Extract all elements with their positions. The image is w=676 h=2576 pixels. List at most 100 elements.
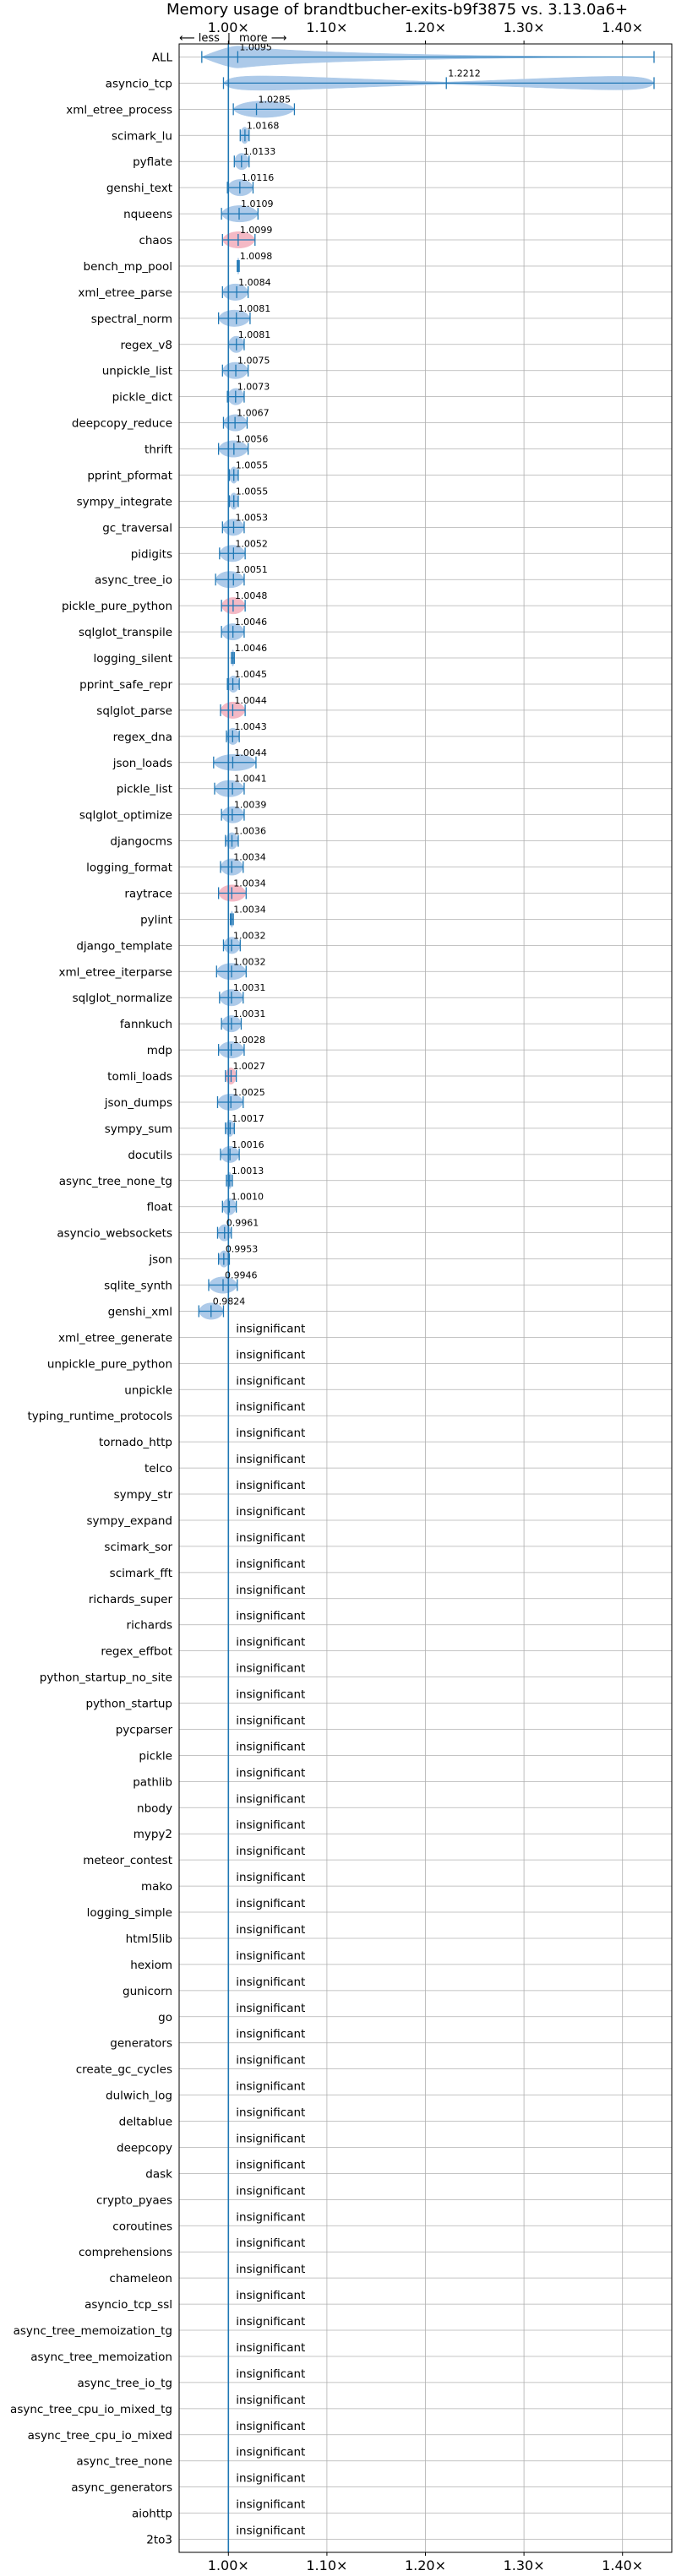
value-label-logging-format: 1.0034 — [233, 852, 266, 863]
x-tick-label-top: 1.30× — [504, 19, 545, 35]
x-tick-label-bottom: 1.20× — [405, 2557, 446, 2573]
insignificant-label-go: insignificant — [236, 2002, 305, 2015]
category-label-pyflate: pyflate — [133, 155, 172, 169]
category-label-pickle: pickle — [139, 1749, 172, 1763]
insignificant-label-meteor-contest: insignificant — [236, 1845, 305, 1858]
value-label-bench-mp-pool: 1.0098 — [240, 251, 273, 262]
insignificant-label-scimark-fft: insignificant — [236, 1557, 305, 1571]
category-label-sqlite-synth: sqlite_synth — [104, 1280, 172, 1293]
value-label-gc-traversal: 1.0053 — [235, 512, 268, 523]
value-label-regex-dna: 1.0043 — [234, 721, 267, 732]
insignificant-label-scimark-sor: insignificant — [236, 1531, 305, 1545]
value-label-genshi-text: 1.0116 — [242, 172, 275, 183]
category-label-pickle-dict: pickle_dict — [112, 391, 172, 405]
category-label-bench-mp-pool: bench_mp_pool — [84, 260, 172, 274]
category-label-unpickle: unpickle — [124, 1383, 172, 1397]
category-label-chaos: chaos — [139, 234, 172, 247]
category-label-unpickle-list: unpickle_list — [102, 365, 172, 378]
category-label-docutils: docutils — [128, 1149, 172, 1162]
value-label-float: 1.0010 — [231, 1192, 264, 1203]
category-label-async-tree-memoization-tg: async_tree_memoization_tg — [14, 2324, 172, 2338]
category-label-deepcopy: deepcopy — [117, 2141, 172, 2155]
category-label-logging-simple: logging_simple — [87, 1906, 172, 1920]
grid-layer — [179, 44, 672, 2552]
insignificant-label-deepcopy: insignificant — [236, 2132, 305, 2145]
category-label-float: float — [147, 1201, 172, 1215]
category-label-thrift: thrift — [144, 443, 172, 457]
insignificant-label-richards: insignificant — [236, 1610, 305, 1623]
insignificant-label-pathlib: insignificant — [236, 1766, 305, 1780]
insignificant-label-sympy-expand: insignificant — [236, 1505, 305, 1519]
category-label-deltablue: deltablue — [119, 2116, 172, 2129]
category-label-async-tree-none: async_tree_none — [76, 2455, 172, 2469]
value-label-sqlglot-transpile: 1.0046 — [235, 617, 268, 628]
x-tick-label-top: 1.00× — [208, 19, 249, 35]
category-label-sqlglot-optimize: sqlglot_optimize — [79, 809, 172, 823]
category-label-mypy2: mypy2 — [134, 1828, 172, 1841]
more-label: more ⟶ — [239, 32, 286, 45]
category-label-xml-etree-parse: xml_etree_parse — [78, 286, 172, 300]
category-label-meteor-contest: meteor_contest — [83, 1854, 172, 1867]
category-label-go: go — [158, 2011, 172, 2024]
category-label-async-tree-none-tg: async_tree_none_tg — [59, 1175, 172, 1188]
value-label-djangocms: 1.0036 — [233, 826, 266, 837]
category-label-deepcopy-reduce: deepcopy_reduce — [72, 417, 172, 431]
category-label-coroutines: coroutines — [112, 2220, 172, 2233]
category-label-dask: dask — [145, 2167, 172, 2181]
category-label-sqlglot-parse: sqlglot_parse — [96, 704, 172, 718]
category-label-sympy-integrate: sympy_integrate — [77, 495, 172, 508]
category-label-sympy-str: sympy_str — [114, 1488, 173, 1502]
insignificant-label-regex-effbot: insignificant — [236, 1636, 305, 1649]
x-tick-label-bottom: 1.10× — [306, 2557, 347, 2573]
category-label-spectral-norm: spectral_norm — [91, 312, 172, 326]
insignificant-label-dulwich-log: insignificant — [236, 2080, 305, 2094]
category-label-raytrace: raytrace — [124, 887, 172, 900]
insignificant-label-async-tree-memoization-tg: insignificant — [236, 2315, 305, 2329]
value-label-json: 0.9953 — [226, 1244, 259, 1255]
insignificant-label-mypy2: insignificant — [236, 1818, 305, 1832]
value-label-fannkuch: 1.0031 — [233, 1008, 266, 1019]
value-label-pickle-dict: 1.0073 — [237, 382, 270, 393]
insignificant-label-unpickle-pure-python: insignificant — [236, 1348, 305, 1361]
category-label-async-tree-cpu-io-mixed-tg: async_tree_cpu_io_mixed_tg — [10, 2403, 172, 2416]
value-label-pidigits: 1.0052 — [235, 538, 268, 549]
value-label-pprint-pformat: 1.0055 — [236, 459, 269, 470]
frame-layer — [178, 41, 673, 2556]
category-label-sympy-expand: sympy_expand — [86, 1514, 172, 1528]
value-label-regex-v8: 1.0081 — [238, 329, 271, 340]
chart-title: Memory usage of brandtbucher-exits-b9f38… — [166, 1, 628, 19]
value-label-sqlglot-normalize: 1.0031 — [233, 982, 266, 993]
insignificant-label-async-tree-cpu-io-mixed-tg: insignificant — [236, 2394, 305, 2407]
insignificant-label-nbody: insignificant — [236, 1792, 305, 1806]
value-label-logging-silent: 1.0046 — [235, 643, 268, 654]
category-label-unpickle-pure-python: unpickle_pure_python — [47, 1357, 172, 1371]
category-label-aiohttp: aiohttp — [132, 2508, 172, 2521]
insignificant-label-telco: insignificant — [236, 1453, 305, 1466]
category-label-genshi-text: genshi_text — [106, 182, 172, 195]
category-label-gunicorn: gunicorn — [123, 1985, 172, 1998]
category-label-pathlib: pathlib — [133, 1775, 172, 1789]
x-tick-label-top: 1.20× — [405, 19, 446, 35]
category-label-all: ALL — [152, 51, 173, 64]
value-label-sympy-integrate: 1.0055 — [236, 486, 269, 497]
category-label-telco: telco — [144, 1462, 172, 1475]
category-label-async-tree-cpu-io-mixed: async_tree_cpu_io_mixed — [28, 2429, 172, 2443]
value-label-pylint: 1.0034 — [233, 904, 266, 915]
category-label-python-startup: python_startup — [85, 1698, 172, 1711]
category-label-create-gc-cycles: create_gc_cycles — [76, 2063, 172, 2077]
value-label-chaos: 1.0099 — [240, 225, 273, 236]
insignificant-label-mako: insignificant — [236, 1871, 305, 1884]
category-label-json-dumps: json_dumps — [104, 1096, 172, 1110]
category-label-django-template: django_template — [76, 939, 172, 953]
x-tick-label-bottom: 1.00× — [208, 2557, 249, 2573]
value-label-xml-etree-parse: 1.0084 — [238, 277, 271, 288]
x-tick-label-top: 1.10× — [306, 19, 347, 35]
insignificant-label-pickle: insignificant — [236, 1740, 305, 1753]
category-label-json-loads: json_loads — [112, 757, 172, 770]
insignificant-label-python-startup: insignificant — [236, 1688, 305, 1702]
insignificant-label-coroutines: insignificant — [236, 2210, 305, 2224]
value-label-tomli-loads: 1.0027 — [232, 1061, 265, 1072]
category-label-gc-traversal: gc_traversal — [102, 521, 172, 535]
value-label-json-dumps: 1.0025 — [232, 1087, 265, 1098]
value-label-pprint-safe-repr: 1.0045 — [235, 669, 268, 680]
